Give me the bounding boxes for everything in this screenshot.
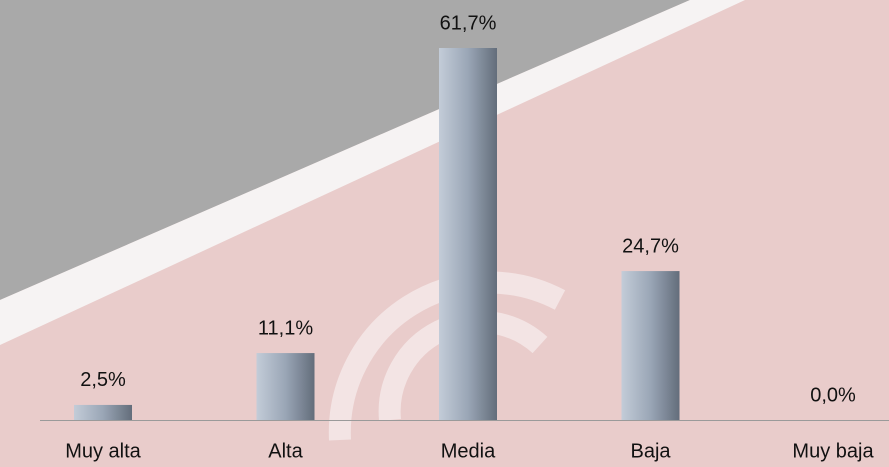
x-tick-label: Muy baja	[792, 440, 874, 462]
bar	[256, 353, 315, 420]
x-tick-label: Baja	[630, 440, 671, 462]
value-label: 61,7%	[440, 12, 497, 34]
value-label: 11,1%	[258, 317, 313, 339]
value-label: 0,0%	[810, 384, 856, 406]
logo-arc	[328, 271, 566, 441]
value-label: 24,7%	[622, 235, 679, 257]
x-tick-label: Alta	[268, 440, 303, 462]
x-tick-label: Media	[441, 440, 496, 462]
diagonal-stripe	[0, 0, 745, 345]
x-tick-label: Muy alta	[65, 440, 141, 462]
value-label: 2,5%	[80, 369, 126, 391]
bar	[439, 48, 497, 420]
bar	[74, 404, 132, 420]
bar	[621, 271, 680, 420]
